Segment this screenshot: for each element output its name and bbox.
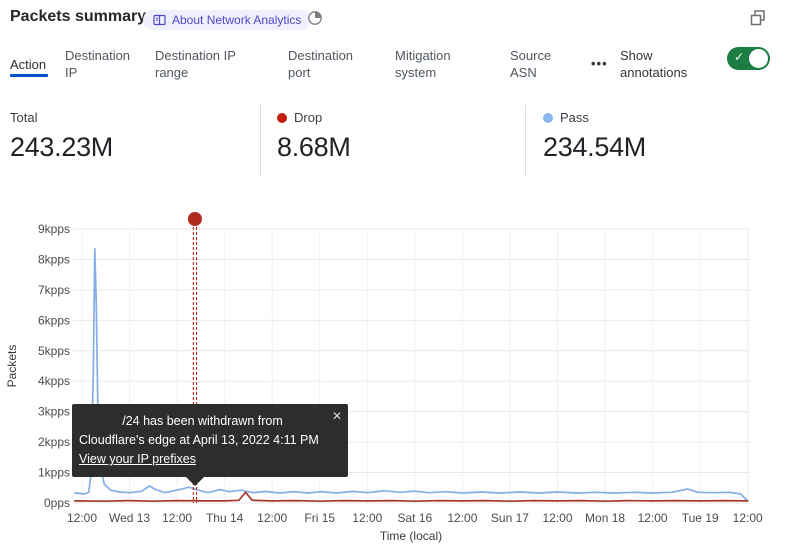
- stat-total: Total 243.23M: [10, 110, 113, 163]
- x-tick-label: Wed 13: [109, 511, 150, 525]
- x-tick-label: Mon 18: [585, 511, 625, 525]
- stat-pass: Pass 234.54M: [543, 110, 646, 163]
- x-tick-label: 12:00: [542, 511, 572, 525]
- x-tick-label: 12:00: [733, 511, 763, 525]
- y-tick-label: 1kpps: [38, 466, 70, 480]
- y-tick-label: 9kpps: [38, 222, 70, 236]
- tooltip-close-icon[interactable]: ✕: [331, 409, 342, 423]
- x-tick-label: 12:00: [162, 511, 192, 525]
- y-axis-title: Packets: [5, 345, 19, 388]
- stat-label: Drop: [294, 110, 323, 125]
- x-axis-title: Time (local): [380, 529, 442, 543]
- popout-window-icon[interactable]: [748, 8, 768, 28]
- tab-destination-ip[interactable]: Destination IP: [65, 48, 131, 80]
- y-tick-label: 8kpps: [38, 252, 70, 266]
- tab-destination-port[interactable]: Destination port: [288, 48, 354, 80]
- tooltip-text-line2: Cloudflare's edge at April 13, 2022 4:11…: [79, 433, 319, 447]
- page-title: Packets summary: [10, 8, 147, 25]
- y-tick-label: 7kpps: [38, 283, 70, 297]
- y-tick-label: 6kpps: [38, 313, 70, 327]
- more-tabs-button[interactable]: •••: [591, 56, 608, 71]
- x-tick-label: Tue 19: [682, 511, 719, 525]
- about-label: About Network Analytics: [172, 13, 302, 27]
- y-tick-label: 0pps: [44, 496, 70, 510]
- about-network-analytics-button[interactable]: About Network Analytics: [143, 10, 312, 30]
- stat-divider: [260, 105, 261, 177]
- stat-value: 243.23M: [10, 132, 113, 162]
- annotation-tooltip: ✕ /24 has been withdrawn from Cloudflare…: [72, 404, 348, 486]
- stat-label: Pass: [560, 110, 589, 125]
- annotation-marker-dot[interactable]: [187, 212, 202, 226]
- y-tick-label: 2kpps: [38, 435, 70, 449]
- x-tick-label: Sun 17: [491, 511, 529, 525]
- tab-action[interactable]: Action: [10, 57, 47, 72]
- show-annotations-label: Show annotations: [620, 48, 688, 80]
- active-tab-underline: [10, 74, 48, 77]
- stat-value: 8.68M: [277, 132, 351, 162]
- toggle-knob: [749, 49, 768, 68]
- show-annotations-toggle[interactable]: ✓: [727, 47, 770, 70]
- packets-line-chart[interactable]: 0pps 1kpps 2kpps 3kpps 4kpps 5kpps 6kpps 7kpps 8…: [0, 200, 785, 555]
- stat-label: Total: [10, 110, 38, 125]
- series-line-pass: [74, 247, 748, 501]
- tab-mitigation-system[interactable]: Mitigation system: [395, 48, 451, 80]
- tab-destination-ip-range[interactable]: Destination IP range: [155, 48, 236, 80]
- book-icon: [153, 14, 166, 26]
- series-line-drop: [74, 491, 749, 503]
- x-tick-label: 12:00: [67, 511, 97, 525]
- tab-source-asn[interactable]: Source ASN: [510, 48, 552, 80]
- pass-legend-dot-icon: [543, 112, 553, 123]
- x-tick-label: 12:00: [638, 511, 668, 525]
- y-tick-label: 4kpps: [38, 374, 70, 388]
- stat-drop: Drop 8.68M: [277, 110, 351, 163]
- toggle-check-icon: ✓: [734, 50, 745, 64]
- tooltip-text-line1: /24 has been withdrawn from: [122, 414, 283, 428]
- drop-legend-dot-icon: [277, 112, 287, 123]
- y-tick-label: 5kpps: [38, 344, 70, 358]
- x-tick-label: Fri 15: [304, 511, 335, 525]
- stat-value: 234.54M: [543, 132, 646, 162]
- stat-divider: [525, 105, 526, 177]
- x-tick-label: 12:00: [352, 511, 382, 525]
- time-range-icon[interactable]: [306, 9, 324, 27]
- x-tick-label: 12:00: [257, 511, 287, 525]
- x-tick-label: Sat 16: [397, 511, 432, 525]
- view-ip-prefixes-link[interactable]: View your IP prefixes: [79, 452, 196, 466]
- x-tick-label: 12:00: [447, 511, 477, 525]
- y-tick-label: 3kpps: [38, 405, 70, 419]
- x-tick-label: Thu 14: [206, 511, 244, 525]
